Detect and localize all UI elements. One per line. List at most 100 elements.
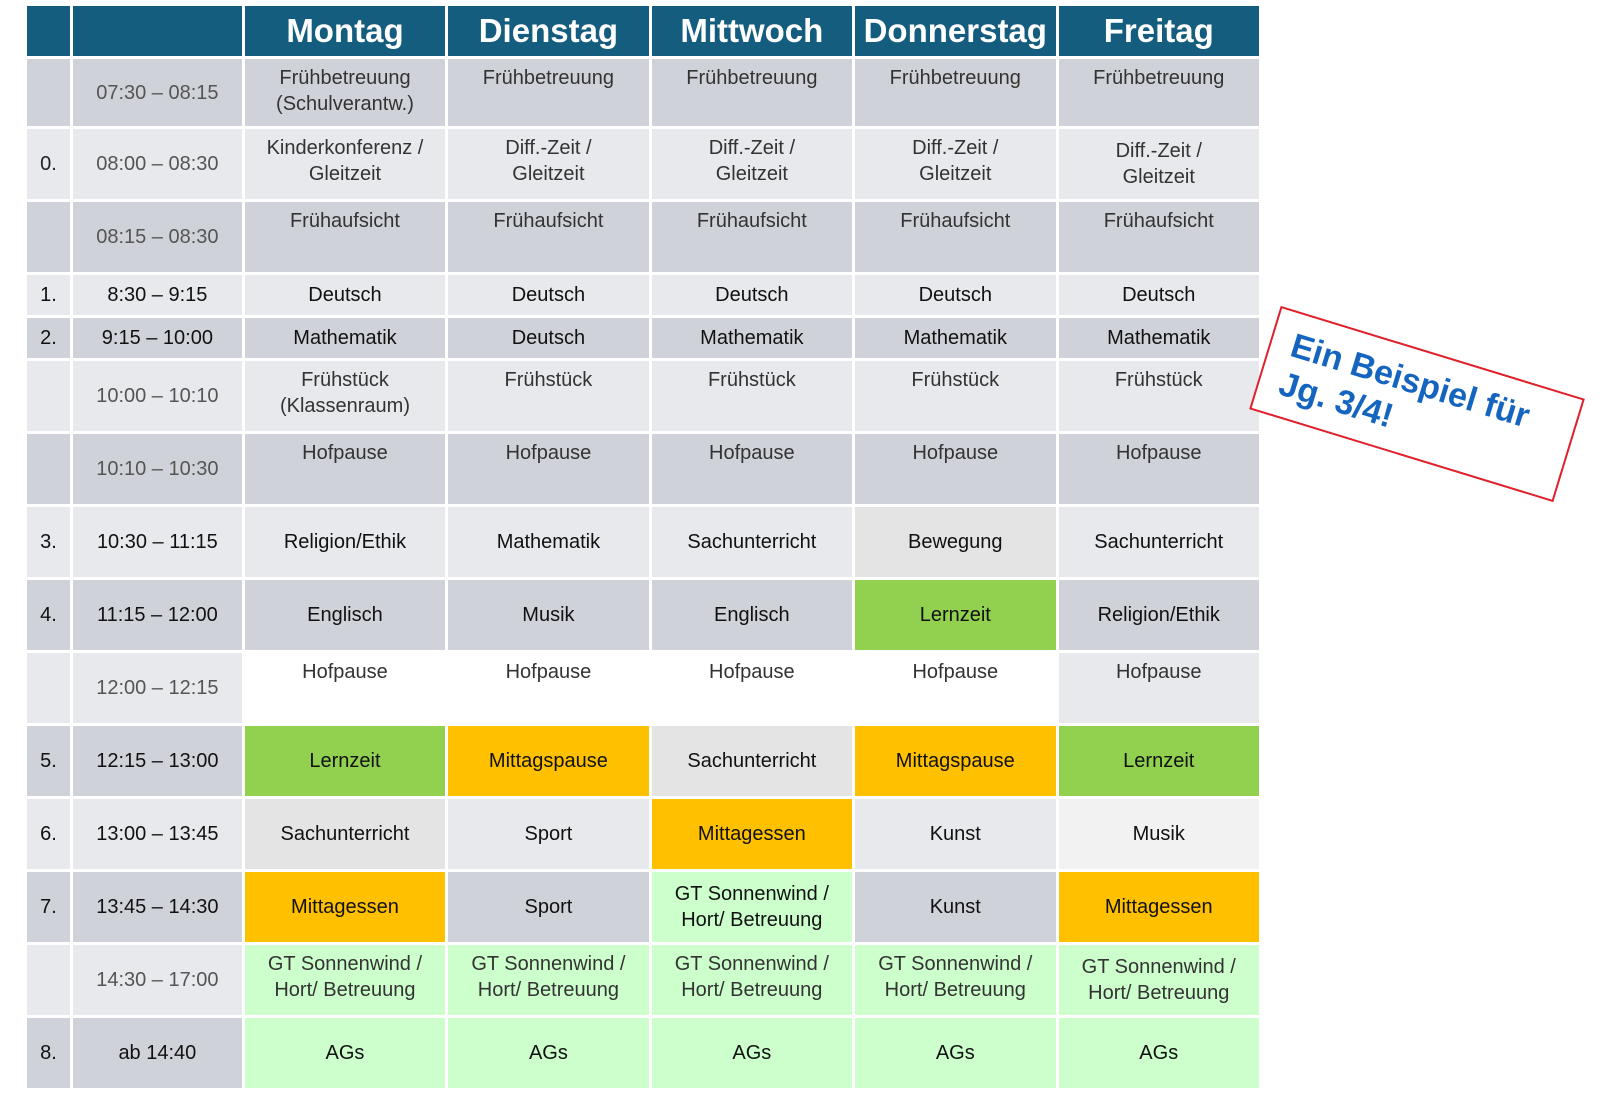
table-row: 07:30 – 08:15 Frühbetreuung (Schulverantw… (24, 56, 1262, 129)
table-row: 1. 8:30 – 9:15 Deutsch Deutsch Deutsch Deutsc… (24, 272, 1262, 318)
period-number (24, 56, 73, 129)
time-slot: 10:10 – 10:30 (70, 431, 245, 507)
time-slot: 11:15 – 12:00 (70, 577, 245, 653)
period-number: 1. (24, 272, 73, 318)
header-day-wednesday: Mittwoch (648, 3, 856, 59)
lesson-cell: Hofpause (241, 650, 449, 726)
table-row: 3. 10:30 – 11:15 Religion/Ethik Mathematik S… (24, 504, 1262, 580)
lesson-cell: Hofpause (648, 650, 856, 726)
time-slot: 10:30 – 11:15 (70, 504, 245, 580)
time-slot: 13:00 – 13:45 (70, 796, 245, 872)
header-corner-num (24, 3, 73, 59)
lesson-cell: Mittagessen (648, 796, 856, 872)
period-number: 5. (24, 723, 73, 799)
time-slot: 9:15 – 10:00 (70, 315, 245, 361)
lesson-cell: Frühbetreuung (648, 56, 856, 129)
period-number: 4. (24, 577, 73, 653)
lesson-cell: Englisch (241, 577, 449, 653)
time-slot: 12:00 – 12:15 (70, 650, 245, 726)
lesson-cell: Frühstück (648, 358, 856, 434)
period-number (24, 650, 73, 726)
time-slot: 12:15 – 13:00 (70, 723, 245, 799)
table-row: 08:15 – 08:30 Frühaufsicht Frühaufsicht Frü… (24, 199, 1262, 275)
header-day-tuesday: Dienstag (445, 3, 652, 59)
lesson-cell: Frühaufsicht (1055, 199, 1262, 275)
lesson-cell: Hofpause (852, 431, 1059, 507)
lesson-cell: Mittagessen (1055, 869, 1262, 945)
lesson-cell: AGs (241, 1015, 449, 1091)
lesson-cell: Deutsch (648, 272, 856, 318)
lesson-cell: Hofpause (241, 431, 449, 507)
lesson-cell: Deutsch (241, 272, 449, 318)
lesson-cell: Religion/Ethik (1055, 577, 1262, 653)
table-row: 14:30 – 17:00 GT Sonnenwind / Hort/ Betre… (24, 942, 1262, 1018)
time-slot: 08:00 – 08:30 (70, 126, 245, 202)
lesson-cell: Mathematik (648, 315, 856, 361)
lesson-cell: Sachunterricht (241, 796, 449, 872)
lesson-cell: Hofpause (852, 650, 1059, 726)
lesson-cell: Mittagspause (445, 723, 652, 799)
table-row: 7. 13:45 – 14:30 Mittagessen Sport GT Sonnen… (24, 869, 1262, 945)
lesson-cell: Diff.-Zeit / Gleitzeit (445, 126, 652, 202)
table-row: 10:00 – 10:10 Frühstück (Klassenraum) Früh… (24, 358, 1262, 434)
period-number: 6. (24, 796, 73, 872)
timetable-body: 07:30 – 08:15 Frühbetreuung (Schulverantw… (24, 56, 1262, 1091)
lesson-cell: Frühaufsicht (445, 199, 652, 275)
lesson-cell: Deutsch (445, 272, 652, 318)
lesson-cell: Frühaufsicht (852, 199, 1059, 275)
lesson-cell: GT Sonnenwind / Hort/ Betreuung (241, 942, 449, 1018)
lesson-cell: Sachunterricht (648, 723, 856, 799)
lesson-cell: GT Sonnenwind / Hort/ Betreuung (445, 942, 652, 1018)
lesson-cell: Mathematik (241, 315, 449, 361)
lesson-cell: Hofpause (445, 650, 652, 726)
lesson-cell: Religion/Ethik (241, 504, 449, 580)
lesson-cell: Mittagessen (241, 869, 449, 945)
lesson-cell: Kunst (852, 869, 1059, 945)
lesson-cell: Bewegung (852, 504, 1059, 580)
lesson-cell: Kinderkonferenz / Gleitzeit (241, 126, 449, 202)
period-number: 7. (24, 869, 73, 945)
lesson-cell: Diff.-Zeit / Gleitzeit (852, 126, 1059, 202)
table-row: 10:10 – 10:30 Hofpause Hofpause Hofpause Hof… (24, 431, 1262, 507)
table-row: 12:00 – 12:15 Hofpause Hofpause Hofpause Hof… (24, 650, 1262, 726)
table-row: 0. 08:00 – 08:30 Kinderkonferenz / Gleitze… (24, 126, 1262, 202)
lesson-cell: Lernzeit (241, 723, 449, 799)
lesson-cell: Mittagspause (852, 723, 1059, 799)
time-slot: 13:45 – 14:30 (70, 869, 245, 945)
lesson-cell: Mathematik (1055, 315, 1262, 361)
lesson-cell: Deutsch (1055, 272, 1262, 318)
lesson-cell: Diff.-Zeit / Gleitzeit (648, 126, 856, 202)
table-row: 8. ab 14:40 AGs AGs AGs AGs AGs (24, 1015, 1262, 1091)
header-day-monday: Montag (241, 3, 449, 59)
time-slot: 07:30 – 08:15 (70, 56, 245, 129)
header-row: Montag Dienstag Mittwoch Donnerstag Frei… (24, 3, 1262, 59)
lesson-cell: Frühstück (445, 358, 652, 434)
lesson-cell: Hofpause (445, 431, 652, 507)
lesson-cell: Frühaufsicht (241, 199, 449, 275)
period-number: 8. (24, 1015, 73, 1091)
lesson-cell: AGs (445, 1015, 652, 1091)
period-number (24, 358, 73, 434)
lesson-cell: Hofpause (648, 431, 856, 507)
time-slot: 14:30 – 17:00 (70, 942, 245, 1018)
header-day-friday: Freitag (1055, 3, 1262, 59)
table-row: 5. 12:15 – 13:00 Lernzeit Mittagspause Sachu… (24, 723, 1262, 799)
lesson-cell: Musik (1055, 796, 1262, 872)
table-row: 4. 11:15 – 12:00 Englisch Musik Englisch Lern… (24, 577, 1262, 653)
lesson-cell: Hofpause (1055, 431, 1262, 507)
example-stamp: Ein Beispiel für Jg. 3/4! (1249, 305, 1585, 503)
lesson-cell: Sport (445, 796, 652, 872)
lesson-cell: Frühbetreuung (445, 56, 652, 129)
lesson-cell: Kunst (852, 796, 1059, 872)
lesson-cell: GT Sonnenwind / Hort/ Betreuung (852, 942, 1059, 1018)
table-row: 6. 13:00 – 13:45 Sachunterricht Sport Mittag… (24, 796, 1262, 872)
lesson-cell: Sachunterricht (648, 504, 856, 580)
time-slot: 8:30 – 9:15 (70, 272, 245, 318)
period-number: 0. (24, 126, 73, 202)
period-number (24, 942, 73, 1018)
lesson-cell: GT Sonnenwind / Hort/ Betreuung (1055, 942, 1262, 1018)
lesson-cell: Frühstück (852, 358, 1059, 434)
header-corner-time (70, 3, 245, 59)
lesson-cell: Frühbetreuung (Schulverantw.) (241, 56, 449, 129)
header-day-thursday: Donnerstag (852, 3, 1059, 59)
